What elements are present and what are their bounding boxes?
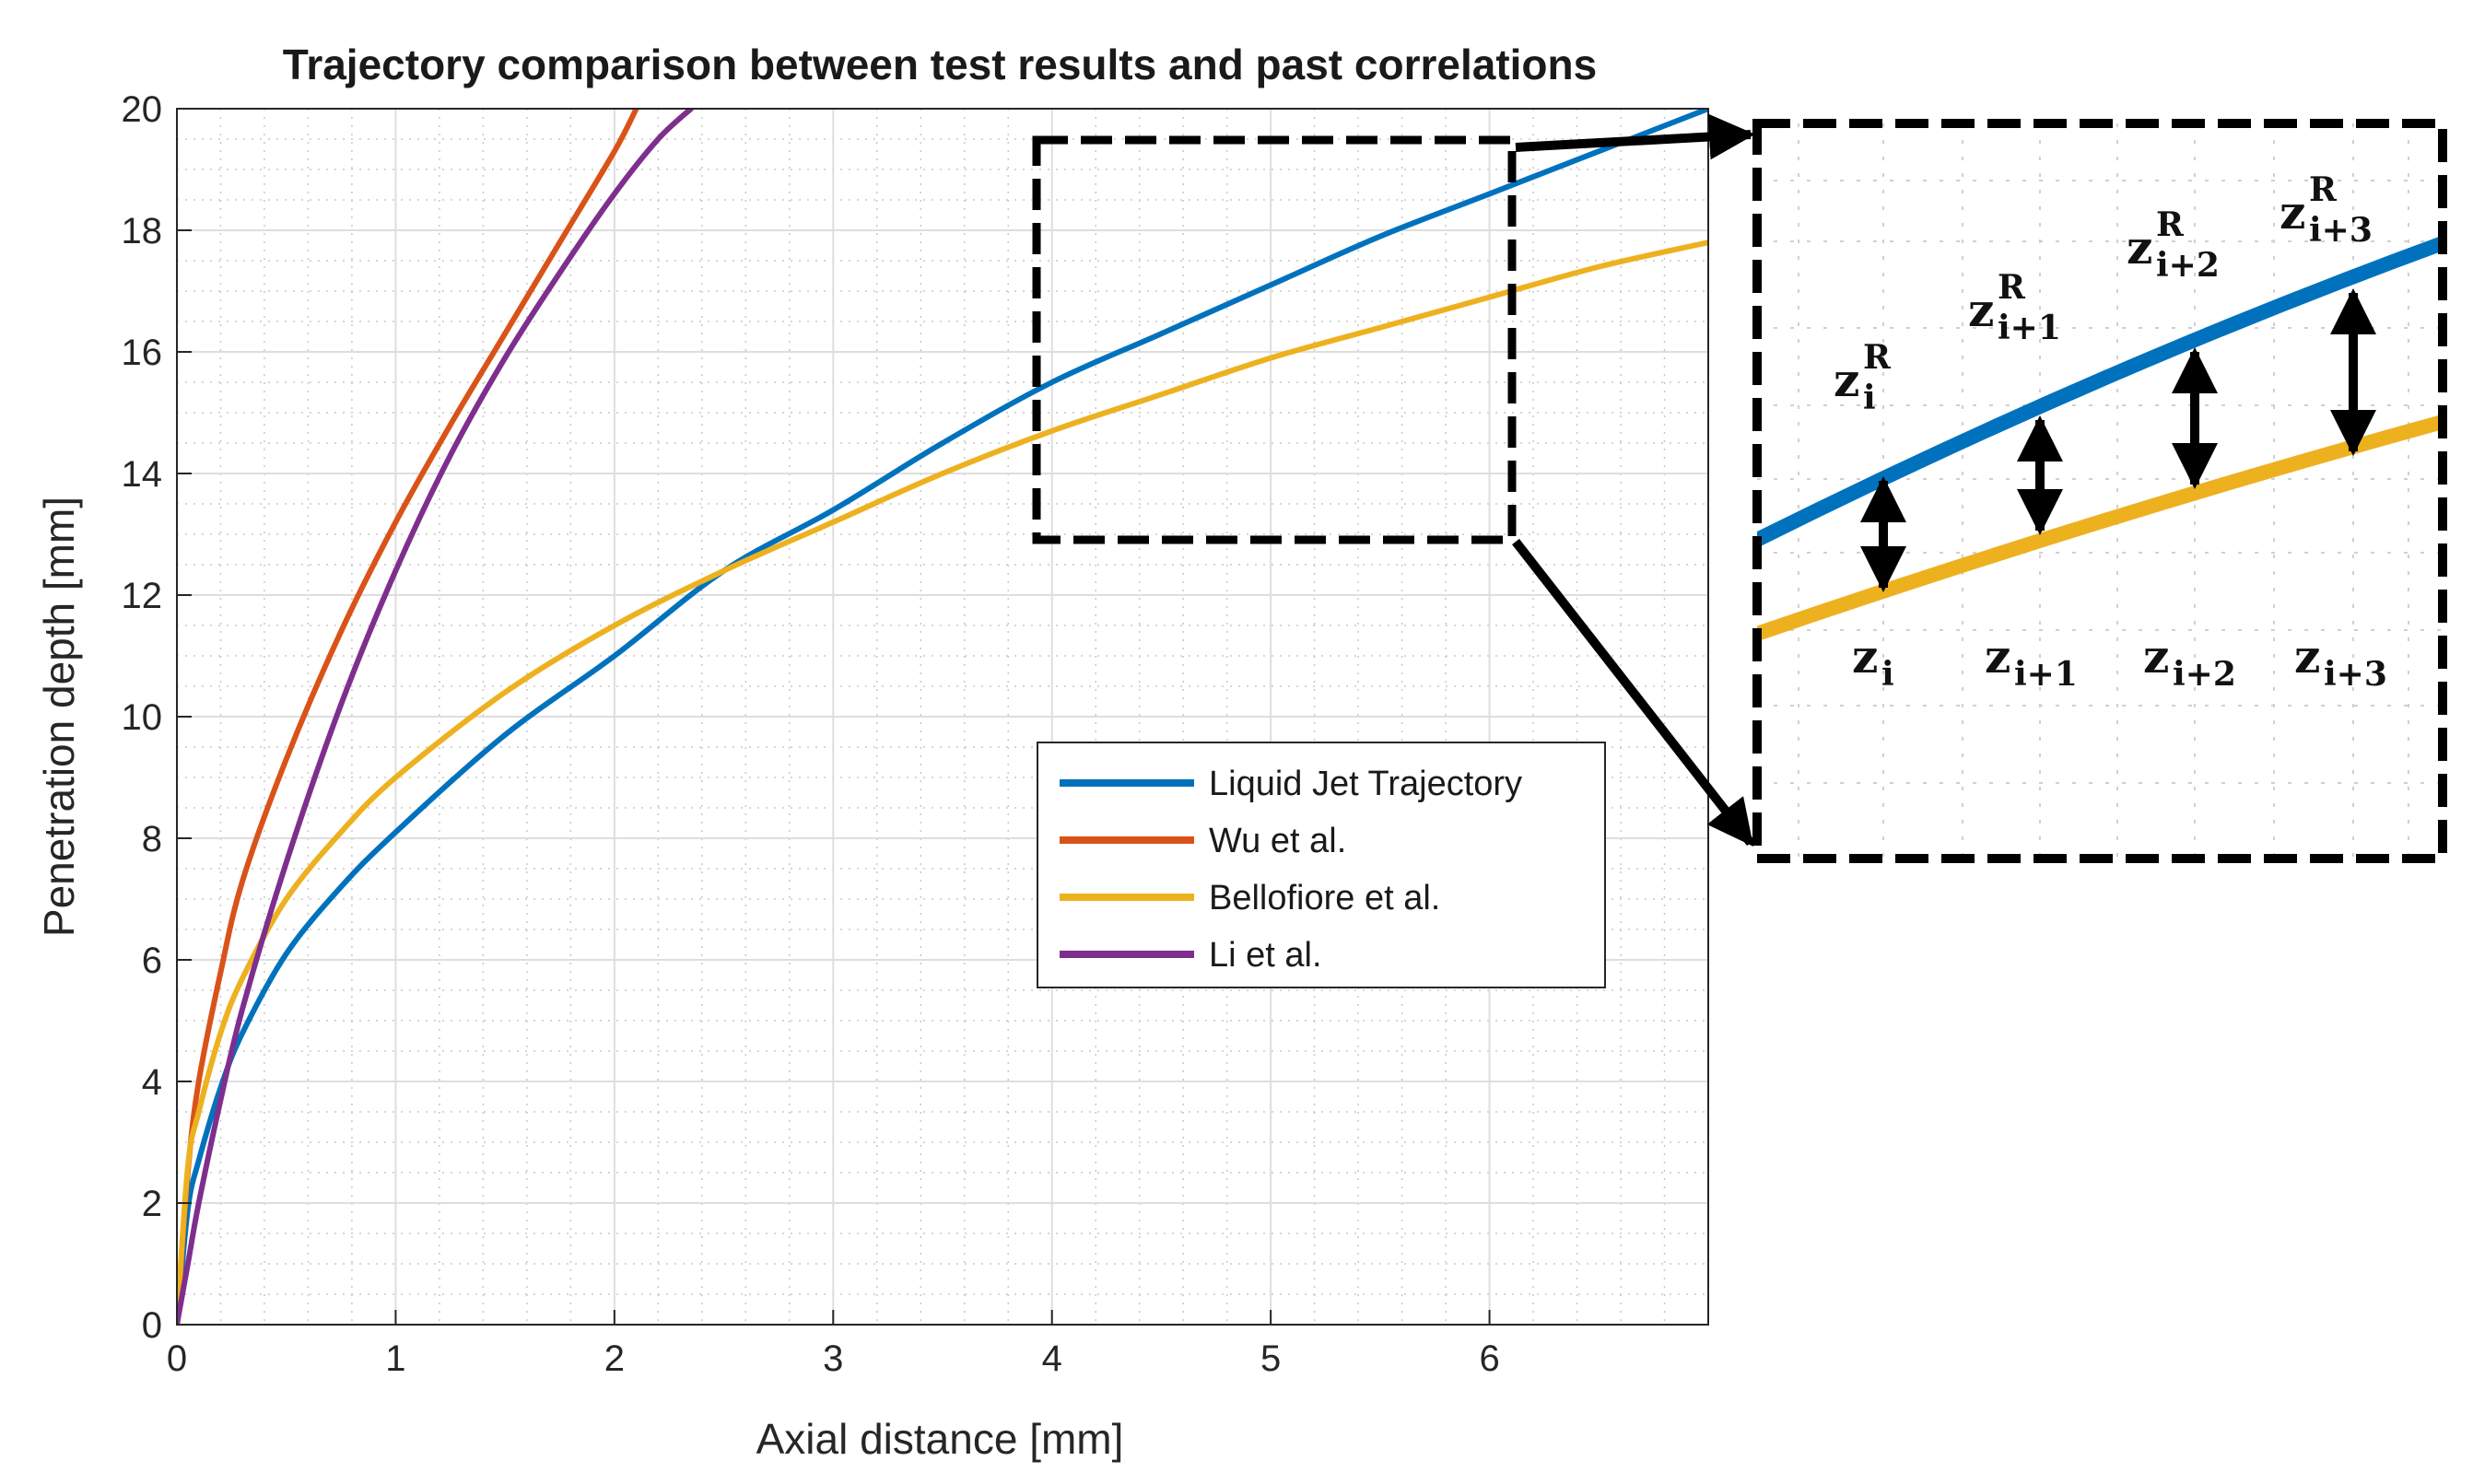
inset-label-lower-3-base: z	[2143, 629, 2169, 684]
series-line-li-et-al	[177, 109, 694, 1325]
inset-label-upper-4-sup: R	[2309, 170, 2338, 209]
x-tick-label: 6	[1479, 1338, 1499, 1379]
x-tick-label: 4	[1042, 1338, 1062, 1379]
inset-label-lower-1-base: z	[1852, 629, 1878, 684]
chart-title: Trajectory comparison between test resul…	[283, 41, 1597, 88]
y-tick-label: 6	[142, 941, 162, 981]
y-tick-label: 12	[122, 576, 163, 616]
legend-label-liquid-jet-trajectory: Liquid Jet Trajectory	[1209, 765, 1522, 803]
inset-label-lower-4-base: z	[2294, 629, 2320, 684]
inset-jet-curve	[1757, 236, 2443, 547]
inset-label-lower-2-sub: i+1	[2014, 655, 2078, 694]
series-layer	[177, 109, 1708, 1325]
inset-arrows	[1860, 288, 2376, 592]
zoom-region-box	[1032, 135, 1517, 544]
inset-label-upper-1-sup: R	[1863, 338, 1892, 377]
zoom-inset: z Riz Ri+1z Ri+2z Ri+3z i z i+1 z i+2 z i+3	[1752, 119, 2447, 863]
x-axis-label: Axial distance [mm]	[756, 1415, 1124, 1463]
y-axis-label: Penetration depth [mm]	[35, 497, 83, 937]
inset-label-lower-3: z i+2	[2143, 629, 2236, 694]
inset-label-lower-4-sub: i+3	[2324, 655, 2387, 694]
inset-label-upper-1-sub: i	[1863, 379, 1876, 417]
inset-label-upper-2-sub: i+1	[1998, 309, 2061, 347]
inset-label-upper-3-base: z	[2127, 220, 2152, 275]
y-tick-label: 14	[122, 454, 163, 495]
inset-label-lower-2: z i+1	[1985, 629, 2078, 694]
legend: Liquid Jet Trajectory Wu et al. Bellofiore…	[1037, 742, 1606, 988]
inset-label-upper-1: z Ri	[1834, 338, 1892, 417]
series-line-bellofiore-et-al	[177, 240, 1708, 1325]
y-tick-label: 20	[122, 89, 163, 130]
inset-label-upper-3-sub: i+2	[2156, 246, 2220, 285]
y-tick-label: 0	[142, 1305, 162, 1346]
inset-label-upper-2-base: z	[1968, 283, 1994, 337]
zoom-connector-bottom	[1512, 538, 1754, 847]
inset-label-lower-1-sub: i	[1881, 655, 1894, 694]
y-tick-label: 4	[142, 1062, 162, 1103]
inset-label-upper-4-base: z	[2280, 185, 2305, 240]
x-tick-label: 1	[385, 1338, 405, 1379]
inset-label-lower-2-base: z	[1985, 629, 2010, 684]
inset-label-upper-4-sub: i+3	[2309, 211, 2373, 250]
y-tick-label: 16	[122, 333, 163, 373]
inset-label-upper-3-sup: R	[2156, 205, 2185, 244]
y-tick-label: 2	[142, 1184, 162, 1224]
legend-label-bellofiore-et-al: Bellofiore et al.	[1209, 879, 1440, 917]
legend-label-li-et-al: Li et al.	[1209, 936, 1322, 975]
x-tick-label: 0	[167, 1338, 187, 1379]
inset-label-upper-4: z Ri+3	[2280, 170, 2373, 250]
x-tick-label: 3	[823, 1338, 843, 1379]
y-tick-label: 10	[122, 697, 163, 738]
x-ticks: 0 1 2 3 4 5 6	[167, 1310, 1500, 1379]
series-line-wu-et-al	[177, 109, 639, 1325]
inset-label-upper-3: z Ri+2	[2127, 205, 2220, 285]
zoom-connector-top	[1515, 113, 1755, 160]
x-tick-label: 2	[604, 1338, 625, 1379]
inset-label-lower-4: z i+3	[2294, 629, 2387, 694]
inset-frame	[1752, 119, 2447, 863]
inset-label-upper-1-base: z	[1834, 353, 1859, 407]
inset-labels: z Riz Ri+1z Ri+2z Ri+3z i z i+1 z i+2 z i+3	[1834, 170, 2387, 694]
legend-label-wu-et-al: Wu et al.	[1209, 822, 1346, 860]
inset-label-lower-3-sub: i+2	[2173, 655, 2236, 694]
x-tick-label: 5	[1260, 1338, 1281, 1379]
inset-label-upper-2: z Ri+1	[1968, 268, 2061, 347]
y-tick-label: 18	[122, 211, 163, 251]
y-tick-label: 8	[142, 819, 162, 859]
inset-label-upper-2-sup: R	[1998, 268, 2026, 307]
y-ticks: 0 2 4 6 8 10 12 14 16 18 20	[122, 89, 192, 1346]
